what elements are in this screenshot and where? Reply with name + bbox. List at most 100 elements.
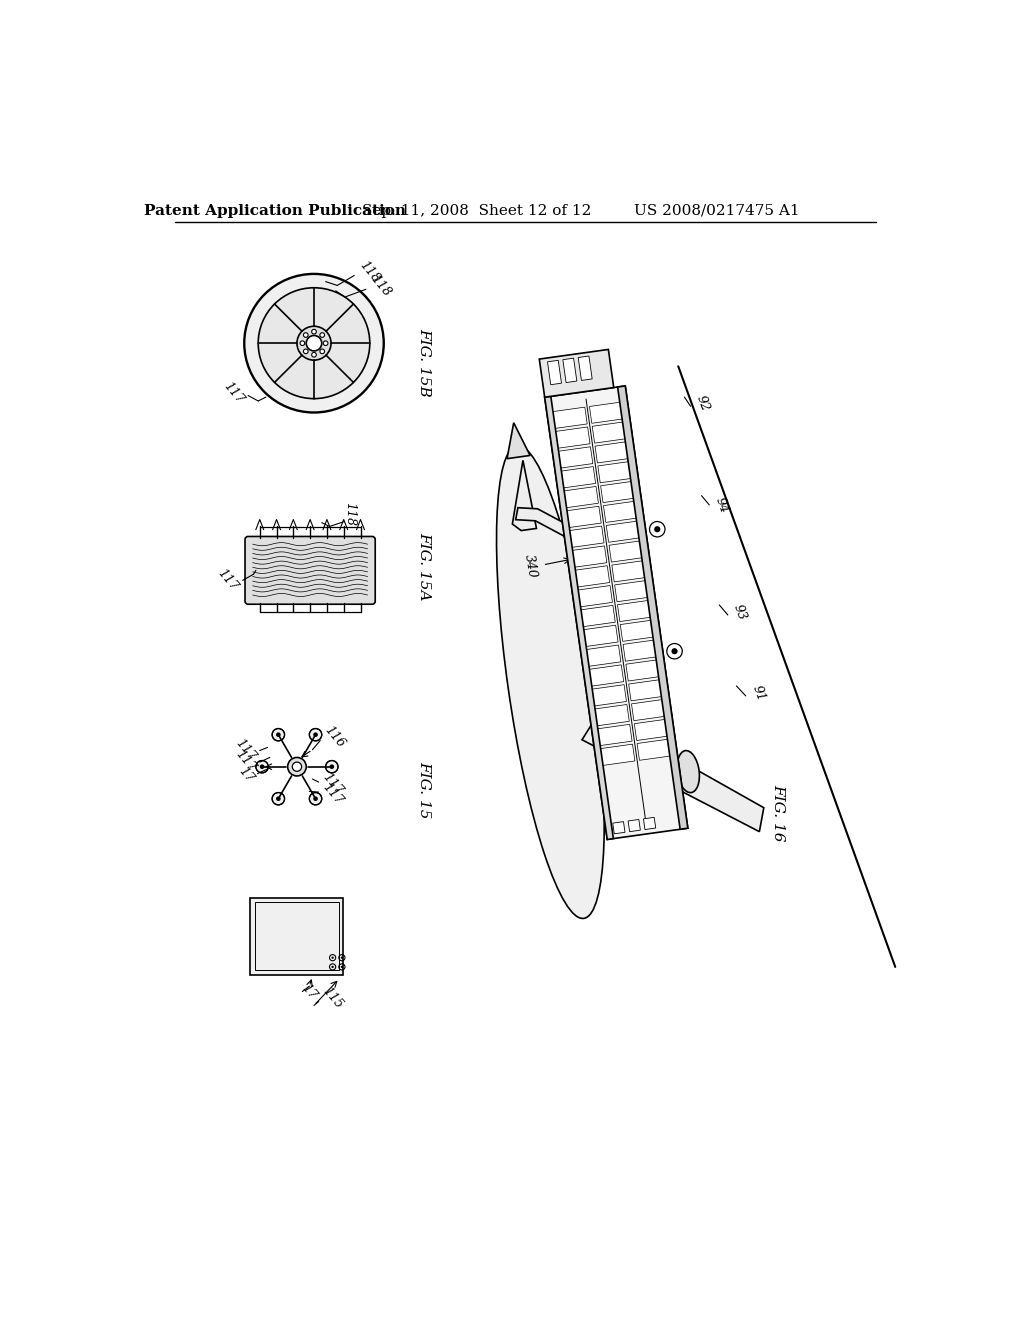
Bar	[556, 446, 593, 469]
Circle shape	[654, 527, 660, 532]
Circle shape	[341, 966, 343, 968]
Bar	[623, 640, 659, 661]
Circle shape	[649, 521, 665, 537]
Bar	[601, 480, 637, 503]
Bar	[592, 421, 629, 444]
Circle shape	[309, 729, 322, 741]
Text: Sep. 11, 2008  Sheet 12 of 12: Sep. 11, 2008 Sheet 12 of 12	[362, 203, 592, 218]
Circle shape	[272, 792, 285, 805]
Circle shape	[319, 348, 325, 354]
Polygon shape	[516, 508, 601, 554]
Text: FIG. 15: FIG. 15	[417, 762, 431, 818]
Circle shape	[309, 792, 322, 805]
Circle shape	[311, 352, 316, 356]
Text: 117: 117	[321, 771, 345, 797]
Text: 116: 116	[322, 725, 347, 751]
Circle shape	[319, 333, 325, 338]
Bar	[643, 817, 655, 829]
Circle shape	[672, 648, 678, 655]
Bar	[559, 467, 596, 488]
Circle shape	[311, 330, 316, 334]
Bar	[628, 820, 640, 832]
Text: 117: 117	[220, 380, 246, 407]
Text: 92: 92	[693, 393, 712, 413]
Bar	[596, 725, 632, 746]
Circle shape	[288, 758, 306, 776]
Text: FIG. 16: FIG. 16	[771, 784, 785, 842]
Circle shape	[303, 348, 308, 354]
Bar	[587, 665, 624, 686]
Circle shape	[245, 275, 384, 412]
Bar	[545, 385, 688, 840]
Circle shape	[341, 957, 343, 958]
Bar	[614, 581, 651, 602]
Bar	[629, 680, 666, 701]
Bar	[590, 685, 627, 706]
Bar	[554, 426, 590, 449]
Circle shape	[276, 796, 281, 801]
Text: 117: 117	[232, 737, 258, 763]
Polygon shape	[573, 659, 591, 686]
Text: Patent Application Publication: Patent Application Publication	[144, 203, 407, 218]
Polygon shape	[582, 714, 764, 832]
Polygon shape	[512, 461, 537, 531]
Bar	[573, 566, 609, 587]
Bar	[551, 407, 587, 429]
Circle shape	[326, 760, 338, 774]
Bar	[562, 487, 598, 508]
Circle shape	[292, 762, 302, 771]
Text: FIG. 15B: FIG. 15B	[417, 329, 431, 397]
Bar	[540, 350, 613, 397]
Text: FIG. 15A: FIG. 15A	[417, 532, 431, 601]
Text: 94: 94	[713, 495, 731, 515]
Bar	[606, 520, 643, 543]
Text: 340: 340	[522, 553, 539, 579]
Bar	[563, 358, 577, 383]
Circle shape	[272, 729, 285, 741]
Bar	[609, 540, 645, 562]
Bar	[617, 601, 654, 622]
Bar	[612, 560, 648, 582]
Circle shape	[330, 764, 334, 770]
Circle shape	[256, 760, 268, 774]
Text: 17: 17	[299, 981, 318, 1002]
Text: 115: 115	[321, 985, 345, 1011]
Bar	[582, 626, 618, 647]
Circle shape	[276, 733, 281, 737]
Bar	[255, 903, 339, 970]
Text: 118: 118	[369, 272, 393, 298]
Bar	[598, 461, 635, 483]
Bar	[570, 546, 607, 568]
Bar	[598, 744, 635, 766]
Text: 117: 117	[232, 748, 258, 775]
Bar	[617, 385, 688, 829]
Bar	[575, 586, 612, 607]
Bar	[545, 396, 613, 840]
Ellipse shape	[497, 446, 604, 919]
Bar	[612, 821, 625, 834]
Circle shape	[303, 333, 308, 338]
Circle shape	[324, 341, 328, 346]
Circle shape	[260, 764, 264, 770]
Text: 91: 91	[750, 684, 767, 704]
Bar	[595, 441, 632, 463]
Text: 118: 118	[343, 502, 356, 527]
Circle shape	[306, 335, 322, 351]
Text: US 2008/0217475 A1: US 2008/0217475 A1	[634, 203, 800, 218]
Bar	[632, 700, 668, 721]
Ellipse shape	[677, 751, 699, 792]
Bar	[634, 719, 671, 741]
Text: 118: 118	[356, 259, 382, 285]
Polygon shape	[251, 898, 343, 974]
Bar	[626, 660, 663, 681]
Bar	[579, 606, 615, 627]
Circle shape	[297, 326, 331, 360]
Text: 93: 93	[731, 603, 749, 623]
Polygon shape	[507, 422, 530, 458]
Bar	[567, 527, 604, 548]
Text: 117: 117	[321, 781, 345, 808]
Circle shape	[258, 288, 370, 399]
Text: 17: 17	[236, 764, 256, 784]
Bar	[579, 356, 592, 380]
Text: 117: 117	[215, 568, 241, 594]
